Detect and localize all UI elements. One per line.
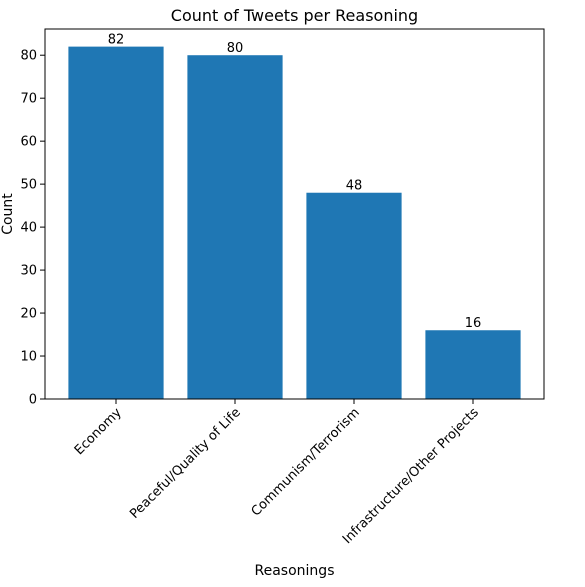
y-tick-label: 10 [20, 350, 37, 365]
bar-value-label: 48 [346, 179, 363, 194]
bar [306, 192, 402, 399]
bar [68, 46, 164, 399]
bar [425, 330, 521, 399]
y-axis-title: Count [0, 193, 16, 235]
plot-area-frame [44, 28, 545, 400]
bar-value-label: 80 [227, 41, 244, 56]
y-tick-label: 40 [20, 221, 37, 236]
y-tick-label: 80 [20, 49, 37, 64]
y-tick-label: 60 [20, 135, 37, 150]
x-axis-title: Reasonings [255, 563, 335, 579]
bar [187, 55, 283, 399]
y-axis-ticks: 0 10 20 30 40 50 60 70 80 [20, 49, 45, 408]
bars-layer: 82 80 48 16 [68, 33, 521, 399]
bar-value-label: 82 [108, 33, 125, 48]
y-tick-label: 0 [29, 393, 37, 408]
y-tick-label: 20 [20, 307, 37, 322]
bar-value-label: 16 [465, 316, 482, 331]
y-tick-label: 50 [20, 178, 37, 193]
chart-title: Count of Tweets per Reasoning [171, 6, 418, 25]
y-tick-label: 70 [20, 92, 37, 107]
y-tick-label: 30 [20, 264, 37, 279]
